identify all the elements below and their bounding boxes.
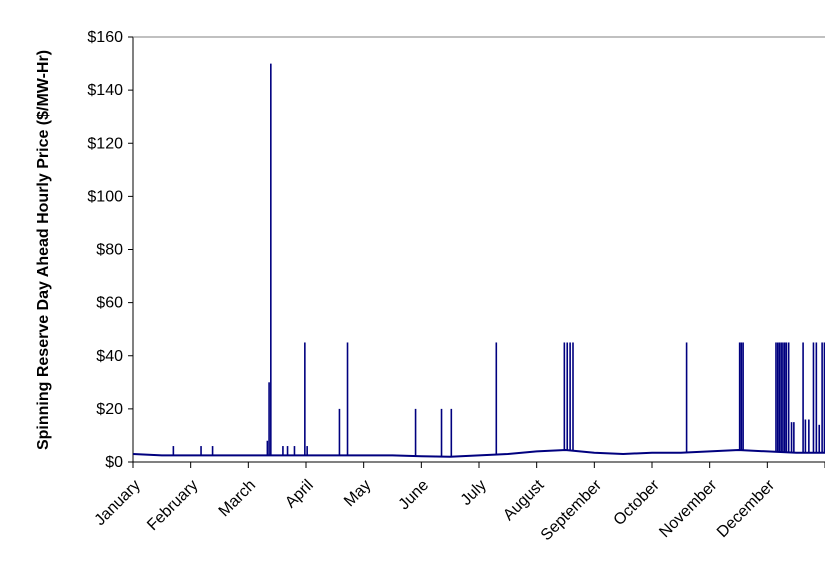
y-tick-label: $120 [87, 135, 123, 152]
x-axis-ticks: January February March April May June July Augu… [92, 462, 825, 544]
x-tick-label: December [714, 476, 779, 541]
x-tick-label: January [92, 477, 144, 529]
x-tick-label: February [144, 477, 201, 534]
y-tick-label: $40 [96, 348, 123, 365]
price-baseline [132, 448, 825, 458]
y-axis-title: Spinning Reserve Day Ahead Hourly Price … [35, 50, 52, 450]
x-tick-label: April [282, 477, 317, 512]
y-tick-label: $140 [87, 82, 123, 99]
x-tick-label: November [656, 476, 721, 541]
y-tick-label: $160 [87, 29, 123, 46]
x-tick-label: March [216, 477, 259, 520]
x-tick-label: August [500, 476, 548, 524]
x-tick-label: July [458, 477, 490, 509]
x-tick-label: September [538, 476, 606, 544]
y-tick-label: $60 [96, 295, 123, 312]
y-tick-label: $80 [96, 242, 123, 259]
price-series [132, 63, 825, 458]
x-tick-label: May [341, 477, 374, 510]
x-tick-label: October [611, 476, 664, 529]
y-tick-label: $100 [87, 188, 123, 205]
x-tick-label: June [396, 477, 433, 514]
plot-frame [132, 36, 825, 463]
y-axis-ticks: $0 $20 $40 $60 $80 $100 $120 $140 $160 [87, 29, 133, 471]
y-tick-label: $20 [96, 401, 123, 418]
y-tick-label: $0 [105, 454, 123, 471]
